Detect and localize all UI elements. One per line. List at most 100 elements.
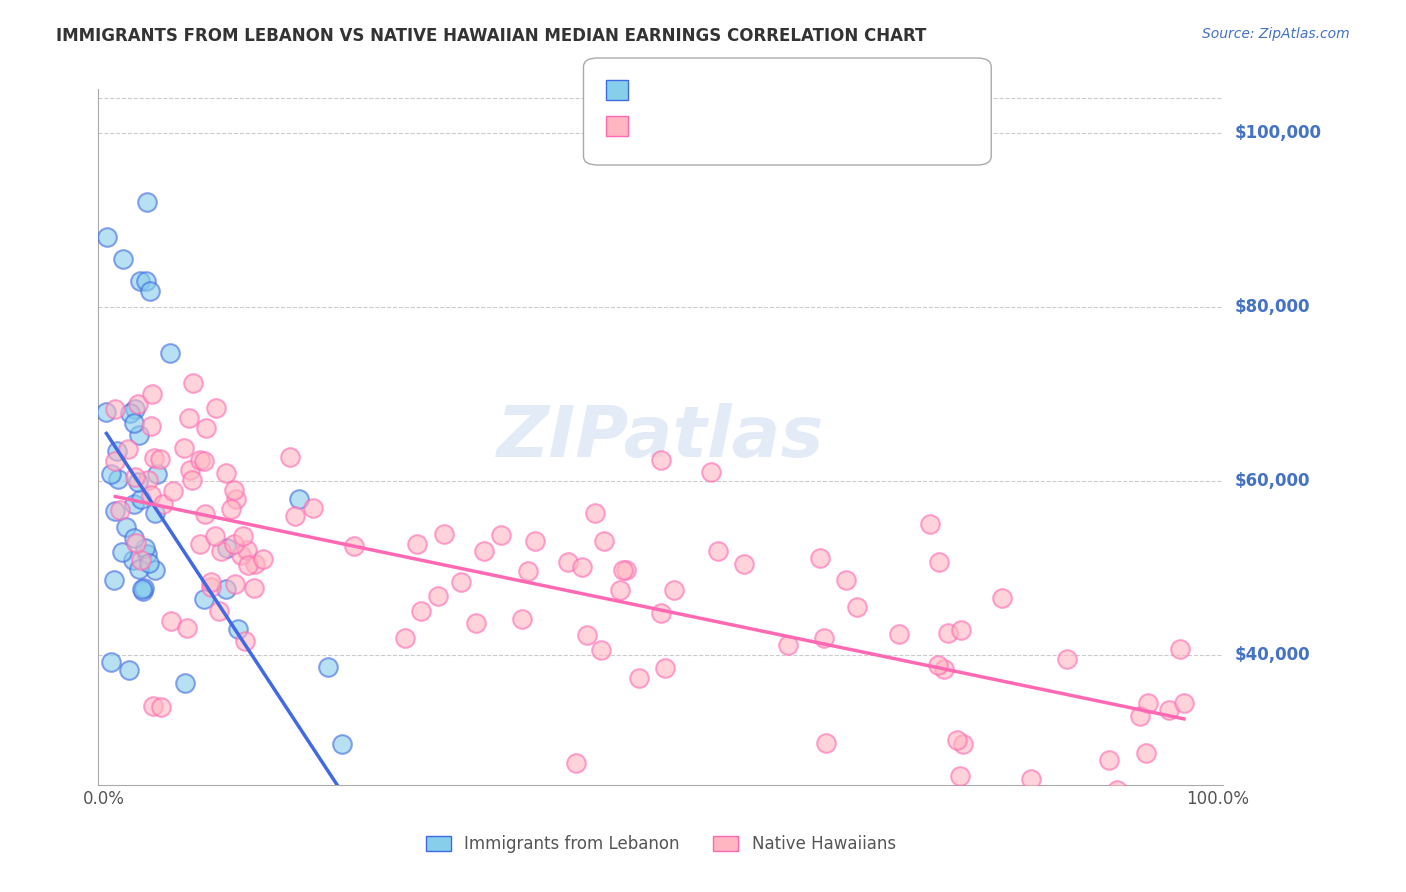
Point <box>112 252 135 266</box>
Point <box>124 536 146 550</box>
Point <box>138 556 160 570</box>
Point <box>936 626 959 640</box>
Point <box>204 401 226 415</box>
Point <box>179 463 201 477</box>
Legend: Immigrants from Lebanon, Native Hawaiians: Immigrants from Lebanon, Native Hawaiian… <box>419 829 903 860</box>
Point <box>124 470 146 484</box>
Point <box>149 451 172 466</box>
Point <box>111 545 134 559</box>
Point <box>662 583 685 598</box>
Point <box>706 544 728 558</box>
Point <box>1135 747 1157 761</box>
Text: Source: ZipAtlas.com: Source: ZipAtlas.com <box>1202 27 1350 41</box>
Point <box>139 488 162 502</box>
Point <box>946 732 969 747</box>
Point <box>928 555 950 569</box>
Point <box>118 663 141 677</box>
Point <box>591 642 613 657</box>
Point <box>118 406 141 420</box>
Point <box>557 555 579 569</box>
Point <box>1105 783 1128 797</box>
Point <box>491 528 513 542</box>
Point <box>124 402 146 417</box>
Point <box>100 655 122 669</box>
Point <box>141 418 163 433</box>
Point <box>815 736 838 750</box>
Point <box>104 401 127 416</box>
Point <box>138 284 160 298</box>
Point <box>472 544 495 558</box>
Point <box>949 769 972 783</box>
Point <box>115 520 138 534</box>
Point <box>132 583 155 598</box>
Point <box>181 376 204 391</box>
Point <box>100 467 122 482</box>
Point <box>134 581 156 595</box>
Point <box>524 534 547 549</box>
Point <box>193 454 215 468</box>
Point <box>195 420 218 434</box>
Point <box>394 632 416 646</box>
Point <box>143 563 166 577</box>
Point <box>333 799 356 814</box>
Point <box>215 541 238 556</box>
Point <box>142 698 165 713</box>
Point <box>127 475 149 489</box>
Point <box>887 627 910 641</box>
Point <box>1159 703 1181 717</box>
Point <box>284 508 307 523</box>
Point <box>204 529 226 543</box>
Point <box>129 273 152 287</box>
Point <box>104 454 127 468</box>
Text: IMMIGRANTS FROM LEBANON VS NATIVE HAWAIIAN MEDIAN EARNINGS CORRELATION CHART: IMMIGRANTS FROM LEBANON VS NATIVE HAWAII… <box>56 27 927 45</box>
Point <box>128 428 150 442</box>
Point <box>173 441 195 455</box>
Point <box>117 442 139 456</box>
Point <box>214 582 236 597</box>
Text: $100,000: $100,000 <box>1234 124 1322 142</box>
Point <box>146 467 169 481</box>
Point <box>193 591 215 606</box>
Point <box>188 453 211 467</box>
Point <box>808 551 831 566</box>
Point <box>209 544 232 558</box>
Point <box>278 450 301 464</box>
Point <box>107 472 129 486</box>
Point <box>103 573 125 587</box>
Point <box>576 627 599 641</box>
Point <box>1056 651 1078 665</box>
Point <box>609 583 631 598</box>
Point <box>538 830 561 845</box>
Point <box>932 662 955 676</box>
Point <box>142 451 165 466</box>
Point <box>950 624 973 638</box>
Point <box>464 616 486 631</box>
Point <box>450 575 472 590</box>
Point <box>131 582 153 596</box>
Point <box>302 500 325 515</box>
Point <box>122 532 145 546</box>
Point <box>1137 696 1160 710</box>
Point <box>776 638 799 652</box>
Point <box>612 563 634 577</box>
Point <box>1129 709 1152 723</box>
Point <box>918 516 941 531</box>
Point <box>226 622 249 636</box>
Point <box>270 851 292 865</box>
Point <box>990 591 1012 606</box>
Point <box>927 658 949 673</box>
Point <box>129 553 152 567</box>
Point <box>650 606 672 620</box>
Point <box>1019 772 1042 786</box>
Point <box>564 756 586 770</box>
Point <box>288 491 311 506</box>
Point <box>200 580 222 594</box>
Point <box>188 537 211 551</box>
Point <box>141 386 163 401</box>
Point <box>330 738 353 752</box>
Text: $80,000: $80,000 <box>1234 298 1310 316</box>
Point <box>243 557 266 571</box>
Point <box>127 397 149 411</box>
Point <box>232 529 254 543</box>
Point <box>614 563 637 577</box>
